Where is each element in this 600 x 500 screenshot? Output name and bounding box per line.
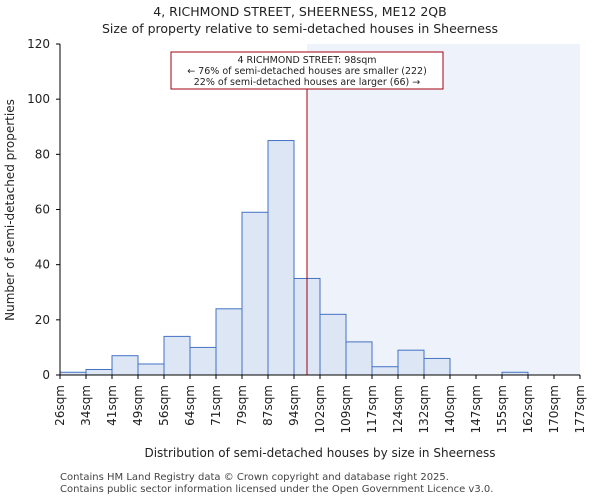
y-tick-label: 80 [35,147,50,161]
bar-124sqm [397,349,425,376]
bar-34sqm [85,368,113,376]
y-tick-label: 120 [27,37,50,51]
x-tick-label: 102sqm [313,385,327,433]
x-tick-label: 140sqm [443,385,457,433]
x-tick-label: 56sqm [157,385,171,426]
bar-41sqm [111,355,139,376]
x-tick-label: 79sqm [235,385,249,426]
footer-line-2: Contains public sector information licen… [60,484,494,495]
y-tick-label: 0 [42,368,50,382]
bar-71sqm [215,308,243,376]
annotation-frame [170,51,444,90]
x-tick-label: 147sqm [469,385,483,433]
x-ticks-group: 26sqm 34sqm 41sqm 49sqm 56sqm 64sqm 71sqm 79sqm… [53,375,587,433]
bar-49sqm [137,363,165,376]
x-tick-label: 26sqm [53,385,67,426]
x-tick-label: 132sqm [417,385,431,433]
annotation-line-3: 22% of semi-detached houses are larger (… [194,77,421,88]
bar-87sqm [267,140,295,376]
x-tick-label: 87sqm [261,385,275,426]
bar-64sqm [189,346,217,376]
x-tick-label: 41sqm [105,385,119,426]
footer-line-1: Contains HM Land Registry data © Crown c… [60,472,449,483]
bar-109sqm [345,341,373,376]
x-tick-label: 49sqm [131,385,145,426]
x-tick-label: 124sqm [391,385,405,433]
y-axis-label: Number of semi-detached properties [3,99,17,321]
x-tick-label: 177sqm [573,385,587,433]
x-tick-label: 117sqm [365,385,379,433]
bar-132sqm [423,357,451,376]
y-tick-label: 100 [27,92,50,106]
annotation-box: 4 RICHMOND STREET: 98sqm ← 76% of semi-d… [170,51,444,90]
bar-79sqm [241,211,269,376]
larger-region-shade [307,44,580,375]
x-tick-label: 34sqm [79,385,93,426]
chart-title: 4, RICHMOND STREET, SHEERNESS, ME12 2QB [153,4,447,19]
bar-56sqm [163,335,191,376]
annotation-line-1: 4 RICHMOND STREET: 98sqm [237,55,376,66]
bar-117sqm [371,366,399,376]
x-tick-label: 155sqm [495,385,509,433]
x-axis-label: Distribution of semi-detached houses by … [144,446,495,460]
x-tick-label: 71sqm [209,385,223,426]
annotation-line-2: ← 76% of semi-detached houses are smalle… [187,66,427,77]
y-tick-label: 60 [35,203,50,217]
bars-group [59,140,529,376]
x-tick-label: 109sqm [339,385,353,433]
y-ticks-group: 0 20 40 60 80 100 120 [27,37,60,382]
x-tick-label: 94sqm [287,385,301,426]
y-tick-label: 20 [35,313,50,327]
chart-subtitle: Size of property relative to semi-detach… [101,21,499,36]
bar-102sqm [319,313,347,376]
x-tick-label: 170sqm [547,385,561,433]
y-tick-label: 40 [35,258,50,272]
x-tick-label: 162sqm [521,385,535,433]
x-tick-label: 64sqm [183,385,197,426]
